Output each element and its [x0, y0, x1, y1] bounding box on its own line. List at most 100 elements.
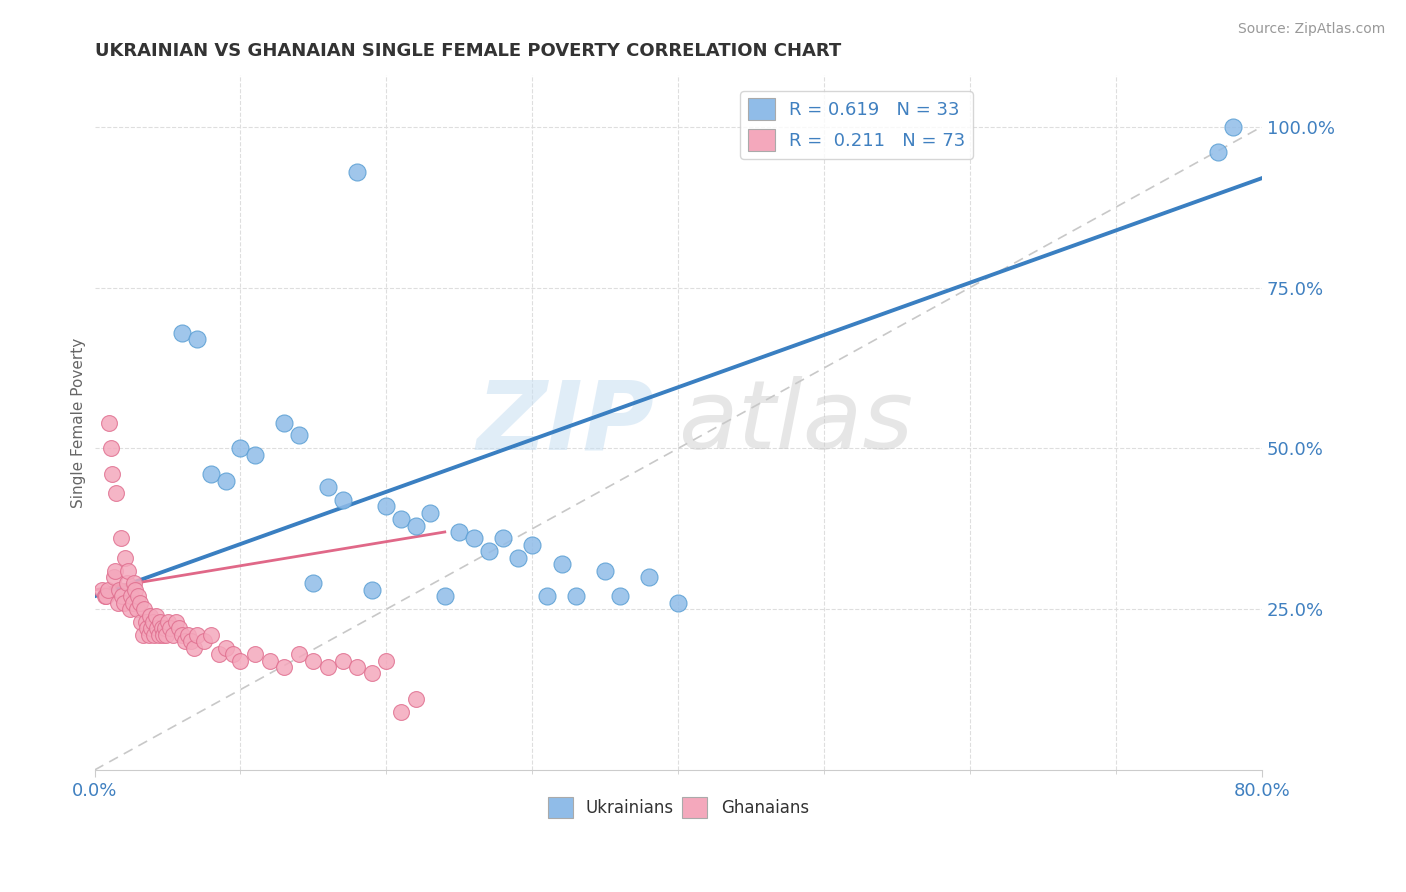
Point [114, 550, 136, 565]
Point [125, 602, 148, 616]
Point [449, 524, 471, 539]
Point [288, 428, 311, 442]
Point [183, 640, 205, 655]
Point [162, 628, 184, 642]
Point [243, 647, 266, 661]
Point [215, 474, 238, 488]
Point [141, 622, 163, 636]
Point [152, 628, 174, 642]
Point [360, 666, 382, 681]
Point [96, 589, 118, 603]
Point [94, 589, 117, 603]
Point [200, 628, 222, 642]
Point [550, 557, 572, 571]
Point [107, 596, 129, 610]
Point [139, 608, 162, 623]
Point [134, 602, 156, 616]
Point [180, 634, 202, 648]
Point [122, 576, 145, 591]
Text: ZIP: ZIP [477, 376, 655, 469]
Point [124, 582, 146, 597]
Point [332, 492, 354, 507]
Point [375, 500, 398, 514]
Point [120, 589, 142, 603]
Point [200, 467, 222, 481]
Point [419, 506, 441, 520]
Point [142, 615, 165, 629]
Point [243, 448, 266, 462]
Point [302, 576, 325, 591]
Point [405, 518, 427, 533]
Point [97, 582, 120, 597]
Point [110, 532, 132, 546]
Point [153, 622, 176, 636]
Point [302, 654, 325, 668]
Point [389, 705, 412, 719]
Point [127, 589, 149, 603]
Text: UKRAINIAN VS GHANAIAN SINGLE FEMALE POVERTY CORRELATION CHART: UKRAINIAN VS GHANAIAN SINGLE FEMALE POVE… [94, 42, 841, 60]
Point [129, 615, 152, 629]
Point [100, 442, 122, 456]
Point [101, 467, 124, 481]
Point [186, 332, 208, 346]
Point [666, 596, 689, 610]
Point [360, 582, 382, 597]
Point [288, 647, 311, 661]
Point [90, 582, 112, 597]
Point [215, 640, 238, 655]
Point [346, 164, 368, 178]
Point [149, 615, 172, 629]
Point [638, 570, 661, 584]
Point [536, 589, 558, 603]
Point [150, 622, 173, 636]
Point [522, 538, 544, 552]
Legend: Ukrainians, Ghanaians: Ukrainians, Ghanaians [541, 790, 815, 824]
Point [108, 582, 131, 597]
Point [167, 622, 190, 636]
Point [259, 654, 281, 668]
Point [155, 628, 177, 642]
Text: atlas: atlas [678, 376, 914, 469]
Point [121, 596, 143, 610]
Point [98, 416, 121, 430]
Point [128, 596, 150, 610]
Point [138, 628, 160, 642]
Point [103, 570, 125, 584]
Point [492, 532, 515, 546]
Point [273, 416, 295, 430]
Text: Source: ZipAtlas.com: Source: ZipAtlas.com [1237, 22, 1385, 37]
Point [111, 589, 134, 603]
Point [593, 564, 616, 578]
Point [172, 326, 194, 340]
Point [433, 589, 456, 603]
Point [375, 654, 398, 668]
Point [117, 564, 139, 578]
Point [316, 480, 339, 494]
Point [346, 660, 368, 674]
Point [229, 654, 252, 668]
Point [609, 589, 631, 603]
Point [146, 622, 169, 636]
Point [177, 628, 200, 642]
Point [105, 486, 128, 500]
Y-axis label: Single Female Poverty: Single Female Poverty [72, 337, 86, 508]
Point [477, 544, 499, 558]
Point [135, 615, 157, 629]
Point [389, 512, 412, 526]
Point [143, 628, 166, 642]
Point [405, 692, 427, 706]
Point [104, 564, 127, 578]
Point [159, 622, 181, 636]
Point [229, 442, 252, 456]
Point [145, 608, 167, 623]
Point [463, 532, 485, 546]
Point [132, 628, 155, 642]
Point [1222, 120, 1244, 134]
Point [118, 602, 141, 616]
Point [186, 628, 208, 642]
Point [115, 576, 138, 591]
Point [565, 589, 588, 603]
Point [316, 660, 339, 674]
Point [136, 622, 159, 636]
Point [222, 647, 245, 661]
